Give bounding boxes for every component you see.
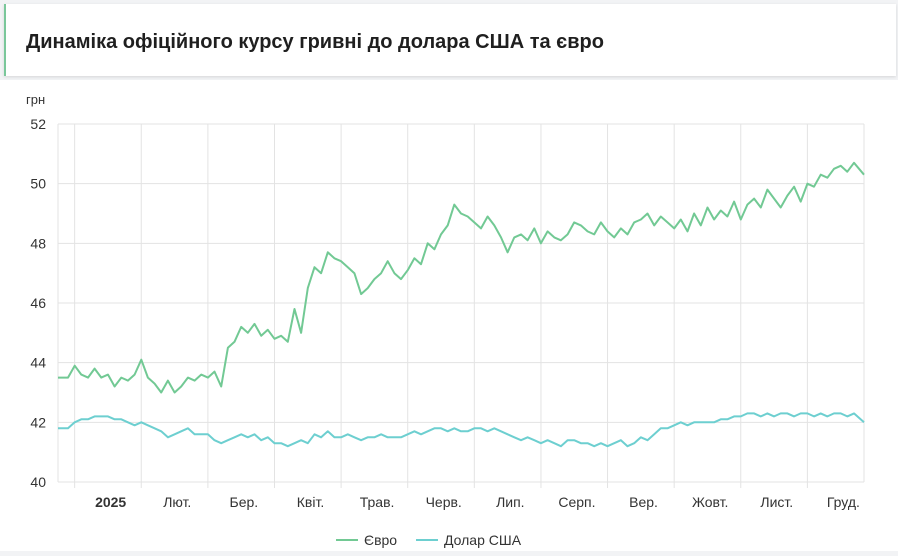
exchange-rate-chart: 40 42 44 46 48 50 52 2025 Лют. Бер. Квіт. Трав. Чер… (26, 92, 865, 548)
y-tick-label: 40 (30, 474, 46, 490)
y-tick-label: 48 (30, 235, 46, 251)
legend-label: Євро (364, 532, 397, 548)
y-tick-label: 52 (30, 116, 46, 132)
x-tick-label: 2025 (95, 494, 126, 510)
x-tick-label: Груд. (827, 494, 860, 510)
x-tick-label: Лют. (163, 494, 191, 510)
y-tick-label: 50 (30, 176, 46, 192)
x-tick-label: Бер. (230, 494, 259, 510)
chart-area: 40 42 44 46 48 50 52 2025 Лют. Бер. Квіт. Трав. Чер… (0, 80, 898, 551)
x-tick-label: Серп. (558, 494, 595, 510)
y-tick-label: 46 (30, 295, 46, 311)
x-tick-label: Черв. (426, 494, 462, 510)
y-axis-label: грн (26, 92, 45, 107)
x-tick-label: Жовт. (692, 494, 728, 510)
legend: Євро Долар США (336, 532, 522, 548)
x-tick-label: Вер. (629, 494, 658, 510)
x-tick-label: Трав. (360, 494, 395, 510)
x-tick-label: Лист. (760, 494, 793, 510)
x-tick-label: Лип. (496, 494, 524, 510)
y-tick-label: 44 (30, 355, 46, 371)
y-tick-label: 42 (30, 414, 46, 430)
chart-header: Динаміка офіційного курсу гривні до дола… (4, 4, 896, 76)
x-tick-label: Квіт. (297, 494, 324, 510)
series-line-euro (58, 161, 865, 394)
series-line-usd (58, 412, 865, 448)
page-title: Динаміка офіційного курсу гривні до дола… (26, 31, 604, 53)
legend-label: Долар США (444, 532, 522, 548)
